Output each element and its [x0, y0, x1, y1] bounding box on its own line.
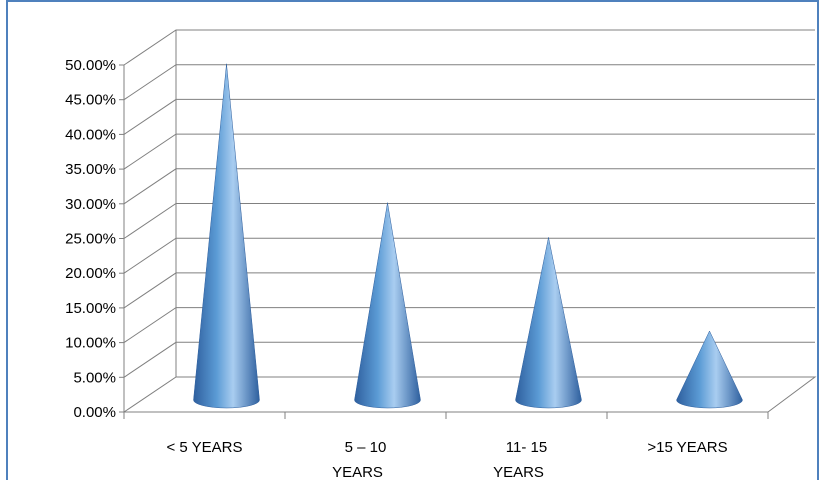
gridline: [123, 29, 815, 66]
y-axis-ticks: 0.00% 5.00% 10.00% 15.00% 20.00% 25.00% 30.00%…: [65, 57, 124, 421]
cone-body: [354, 202, 421, 409]
cone-body: [515, 237, 582, 409]
category-label: 5 – 10: [345, 439, 387, 456]
gridline: [123, 64, 815, 101]
gridline: [123, 98, 815, 135]
y-tick-label: 5.00%: [73, 369, 116, 386]
gridline: [123, 237, 815, 274]
cone-series: [193, 63, 743, 409]
y-tick-label: 15.00%: [65, 300, 116, 317]
category-label: YEARS: [332, 464, 383, 481]
y-tick-label: 25.00%: [65, 231, 116, 248]
gridline: [123, 341, 815, 378]
category-label: YEARS: [493, 464, 544, 481]
floor-outline: [123, 376, 817, 413]
y-tick-label: 10.00%: [65, 335, 116, 352]
y-tick-label: 45.00%: [65, 92, 116, 109]
gridline: [123, 307, 815, 344]
chart-grid: [123, 29, 817, 419]
x-axis-categories: < 5 YEARS 5 – 10 YEARS 11- 15 YEARS >15 YEARS: [166, 439, 727, 481]
category-label: < 5 YEARS: [166, 439, 242, 456]
y-tick-label: 50.00%: [65, 57, 116, 74]
y-tick-label: 30.00%: [65, 196, 116, 213]
cone-mark: [193, 63, 260, 409]
y-tick-label: 20.00%: [65, 265, 116, 282]
gridline: [123, 272, 815, 309]
category-label: >15 YEARS: [647, 439, 727, 456]
y-tick-label: 35.00%: [65, 161, 116, 178]
gridline: [123, 133, 815, 170]
y-tick-label: 40.00%: [65, 126, 116, 143]
y-tick-label: 0.00%: [73, 404, 116, 421]
cone-mark: [515, 237, 582, 409]
category-label: 11- 15: [506, 439, 547, 456]
cone-body: [676, 330, 743, 409]
cone-mark: [676, 330, 743, 409]
cone-body: [193, 63, 260, 409]
gridline: [123, 203, 815, 239]
cone-mark: [354, 202, 421, 409]
gridline: [123, 168, 815, 205]
